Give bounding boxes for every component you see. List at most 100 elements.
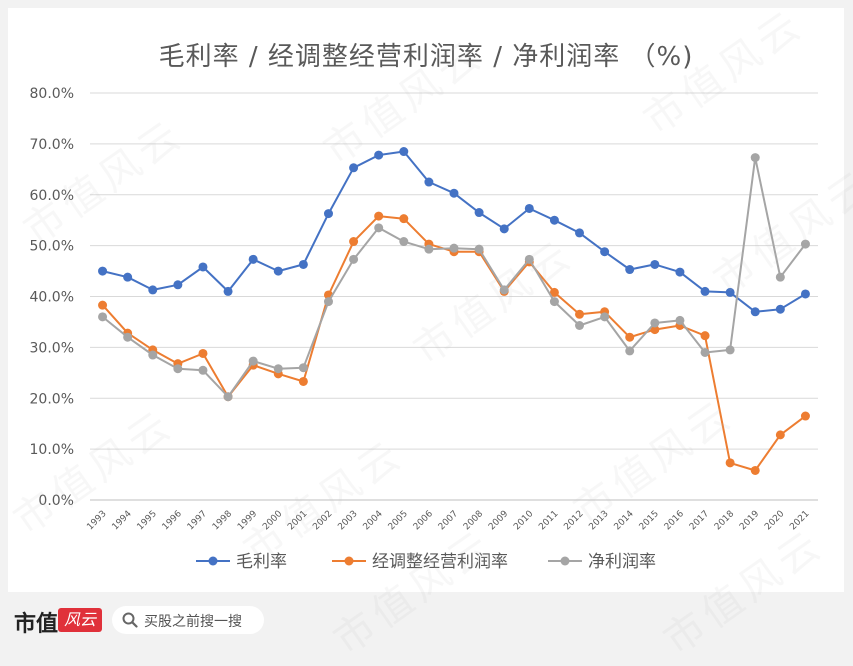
x-tick-label: 1997 xyxy=(186,509,209,532)
data-point xyxy=(424,177,434,187)
chart-card: 0.0% 10.0% 20.0% 30.0% 40.0% 50.0% 60.0% 70.0% 8… xyxy=(8,8,844,592)
data-point xyxy=(349,163,359,173)
legend-label: 净利润率 xyxy=(588,552,656,572)
y-tick-label: 20.0% xyxy=(30,391,74,407)
data-point xyxy=(750,465,760,475)
data-point xyxy=(323,297,333,307)
legend-marker xyxy=(208,556,218,566)
data-point xyxy=(650,318,660,328)
data-point xyxy=(449,243,459,253)
search-icon xyxy=(122,612,138,628)
footer-bar: 市值 风云 买股之前搜一搜 xyxy=(0,596,853,648)
data-point xyxy=(173,364,183,374)
search-box[interactable]: 买股之前搜一搜 xyxy=(112,606,264,634)
data-point xyxy=(123,332,133,342)
data-point xyxy=(98,312,108,322)
data-point xyxy=(98,300,108,310)
data-point xyxy=(499,285,509,295)
data-point xyxy=(650,325,660,335)
chart-title: 毛利率 / 经调整经营利润率 / 净利润率 （%) xyxy=(158,42,694,72)
data-point xyxy=(575,309,585,319)
data-point xyxy=(700,331,710,341)
data-point xyxy=(625,332,635,342)
x-tick-label: 2004 xyxy=(362,509,385,532)
data-point xyxy=(750,153,760,163)
x-tick-label: 2003 xyxy=(336,509,359,532)
data-point xyxy=(499,224,509,234)
x-tick-label: 2006 xyxy=(412,509,435,532)
data-point xyxy=(474,208,484,218)
data-point xyxy=(248,356,258,366)
legend-marker xyxy=(344,556,354,566)
data-point xyxy=(600,312,610,322)
data-point xyxy=(298,259,308,269)
x-tick-label: 1996 xyxy=(161,509,184,532)
x-tick-label: 2008 xyxy=(462,509,485,532)
data-point xyxy=(775,304,785,314)
data-point xyxy=(223,392,233,402)
data-point xyxy=(449,188,459,198)
data-point xyxy=(374,211,384,221)
data-point xyxy=(223,286,233,296)
data-point xyxy=(399,147,409,157)
legend-marker xyxy=(560,556,570,566)
data-point xyxy=(800,239,810,249)
y-tick-label: 60.0% xyxy=(30,188,74,204)
data-point xyxy=(374,150,384,160)
y-tick-label: 80.0% xyxy=(30,86,74,102)
x-tick-label: 2010 xyxy=(512,509,535,532)
x-tick-label: 1998 xyxy=(211,509,234,532)
data-point xyxy=(625,346,635,356)
data-point xyxy=(725,287,735,297)
x-tick-label: 2015 xyxy=(638,509,661,532)
data-point xyxy=(549,297,559,307)
data-point xyxy=(750,307,760,317)
data-point xyxy=(775,272,785,282)
line-chart: 0.0% 10.0% 20.0% 30.0% 40.0% 50.0% 60.0% 70.0% 8… xyxy=(30,86,818,572)
data-point xyxy=(273,266,283,276)
data-point xyxy=(349,254,359,264)
brand-logo: 风云 xyxy=(58,608,102,632)
data-point xyxy=(349,237,359,247)
x-tick-label: 2011 xyxy=(537,509,560,532)
brand-name: 市值 xyxy=(14,611,59,637)
data-point xyxy=(800,411,810,421)
data-point xyxy=(298,363,308,373)
y-tick-label: 40.0% xyxy=(30,290,74,306)
x-tick-label: 2014 xyxy=(613,509,636,532)
data-point xyxy=(198,262,208,272)
data-point xyxy=(575,320,585,330)
x-tick-label: 2009 xyxy=(487,509,510,532)
data-point xyxy=(524,254,534,264)
x-tick-label: 1994 xyxy=(111,509,134,532)
x-tick-label: 2012 xyxy=(562,509,585,532)
data-point xyxy=(625,265,635,275)
data-point xyxy=(725,458,735,468)
x-tick-label: 2005 xyxy=(387,509,410,532)
data-point xyxy=(549,215,559,225)
data-point xyxy=(474,244,484,254)
y-tick-label: 0.0% xyxy=(38,493,74,509)
x-tick-label: 2017 xyxy=(688,509,711,532)
legend-label: 毛利率 xyxy=(236,552,287,572)
data-point xyxy=(725,345,735,355)
data-point xyxy=(675,267,685,277)
y-tick-label: 70.0% xyxy=(30,137,74,153)
data-point xyxy=(800,289,810,299)
x-tick-label: 2020 xyxy=(763,509,786,532)
data-point xyxy=(600,247,610,257)
data-point xyxy=(323,209,333,219)
data-point xyxy=(700,347,710,357)
data-point xyxy=(374,223,384,233)
x-tick-label: 2013 xyxy=(587,509,610,532)
data-point xyxy=(123,272,133,282)
x-tick-label: 2019 xyxy=(738,509,761,532)
data-point xyxy=(248,254,258,264)
x-tick-label: 1999 xyxy=(236,509,259,532)
legend-label: 经调整经营利润率 xyxy=(372,552,508,572)
data-point xyxy=(198,365,208,375)
search-placeholder: 买股之前搜一搜 xyxy=(144,614,242,630)
x-tick-label: 2016 xyxy=(663,509,686,532)
data-point xyxy=(650,259,660,269)
y-tick-label: 50.0% xyxy=(30,239,74,255)
